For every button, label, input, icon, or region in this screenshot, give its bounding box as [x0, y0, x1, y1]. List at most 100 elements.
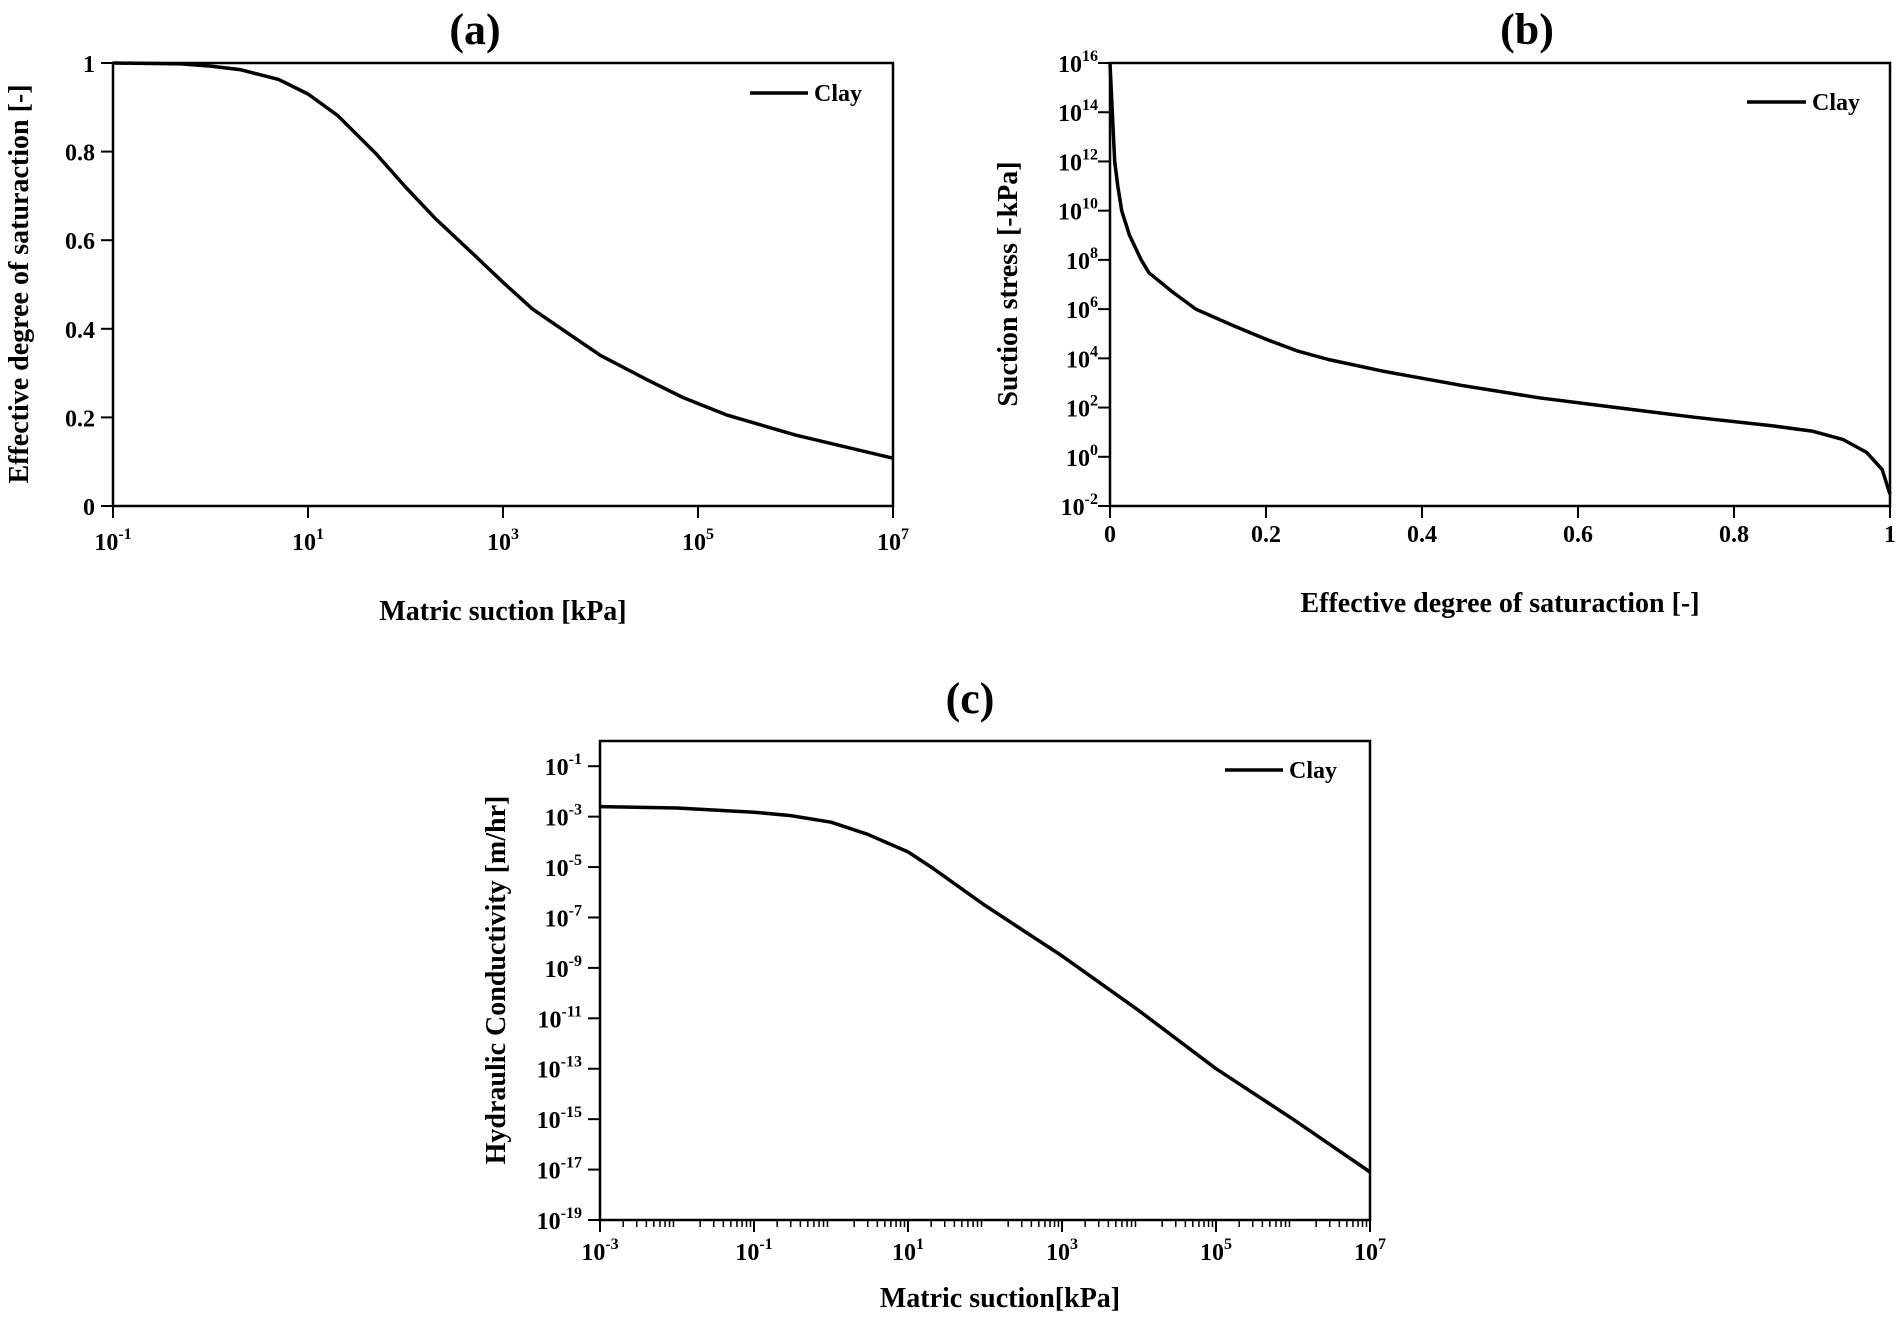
- x-tick-label-base: 10: [682, 530, 706, 556]
- y-tick-label-exponent: -9: [569, 953, 582, 970]
- y-tick-label: 10-2: [1061, 491, 1098, 521]
- chart-panel-b: (b)0 0.2 0.4 0.6 0.8 110-21001021041061081010…: [993, 5, 1896, 619]
- y-tick-label-exponent: 10: [1082, 196, 1098, 213]
- y-tick-label-base: 10: [537, 1058, 561, 1084]
- y-tick-label-base: 10: [538, 1007, 562, 1033]
- y-tick-label-exponent: 16: [1082, 48, 1098, 65]
- y-tick-label: 0: [83, 495, 95, 521]
- y-tick-label: 1016: [1058, 48, 1098, 78]
- x-tick-label: 1: [1884, 522, 1896, 548]
- x-tick-label: 101: [292, 526, 324, 556]
- x-tick-label: 107: [1354, 1236, 1386, 1266]
- legend: Clay: [1225, 758, 1337, 784]
- y-tick-label-base: 10: [1066, 298, 1090, 324]
- x-tick-label-base: 10: [1046, 1240, 1070, 1266]
- x-tick-label: 107: [877, 526, 909, 556]
- y-tick-label: 10-19: [537, 1205, 582, 1235]
- y-tick-label-base: 10: [1058, 101, 1082, 127]
- x-tick-label-base: 10: [1354, 1240, 1378, 1266]
- y-tick-label-exponent: 0: [1090, 442, 1098, 459]
- series-line-clay: [112, 61, 894, 460]
- legend-label: Clay: [1289, 758, 1337, 784]
- x-tick-label-exponent: 5: [1224, 1236, 1232, 1253]
- x-tick-label-exponent: 3: [511, 526, 519, 543]
- y-tick-label-exponent: 14: [1082, 97, 1098, 114]
- y-tick-label-exponent: 12: [1082, 146, 1098, 163]
- y-tick-label: 10-5: [545, 852, 582, 882]
- x-tick-label: 10-1: [94, 526, 131, 556]
- y-tick-label-exponent: 8: [1090, 245, 1098, 262]
- y-tick-label-base: 10: [537, 1108, 561, 1134]
- y-tick-label: 0.4: [65, 318, 95, 344]
- y-tick-label-base: 10: [545, 957, 569, 983]
- y-tick-label-exponent: 4: [1090, 343, 1098, 360]
- plot-frame: [1108, 61, 1892, 508]
- x-tick-label: 10-1: [735, 1236, 772, 1266]
- plot-frame: [598, 739, 1372, 1222]
- x-tick-label: 10-3: [581, 1236, 618, 1266]
- y-tick-label: 0.8: [65, 141, 95, 167]
- y-tick-label: 10-15: [537, 1104, 582, 1134]
- series-line-clay: [1108, 62, 1892, 495]
- x-tick-label-exponent: -1: [118, 526, 131, 543]
- y-tick-label-exponent: -3: [569, 802, 582, 819]
- y-tick-label-base: 10: [1061, 495, 1085, 521]
- y-tick-label-exponent: -13: [561, 1054, 582, 1071]
- y-tick-label: 102: [1066, 393, 1098, 423]
- x-tick-label-exponent: 7: [901, 526, 909, 543]
- y-axis-title: Effective degree of saturaction [-]: [4, 84, 35, 483]
- y-tick-label-base: 10: [1066, 249, 1090, 275]
- x-tick-label: 103: [1046, 1236, 1078, 1266]
- y-tick-label-exponent: -1: [569, 751, 582, 768]
- y-axis-title: Hydraulic Conductivity [m/hr]: [481, 796, 512, 1165]
- y-tick-label: 106: [1066, 294, 1098, 324]
- x-tick-label: 0.8: [1719, 522, 1749, 548]
- x-tick-label-exponent: 5: [706, 526, 714, 543]
- x-tick-label-base: 10: [735, 1240, 759, 1266]
- y-tick-label: 108: [1066, 245, 1098, 275]
- y-tick-label-exponent: -2: [1085, 491, 1098, 508]
- x-tick-label: 103: [487, 526, 519, 556]
- x-tick-label-base: 10: [581, 1240, 605, 1266]
- x-tick-label-exponent: 1: [316, 526, 324, 543]
- y-tick-label-base: 10: [537, 1159, 561, 1185]
- y-tick-label: 104: [1066, 343, 1098, 373]
- legend-label: Clay: [1812, 90, 1860, 116]
- panel-label: (c): [946, 674, 995, 723]
- y-axis-title: Suction stress [-kPa]: [993, 161, 1024, 406]
- x-tick-label: 105: [682, 526, 714, 556]
- y-tick-label: 10-11: [538, 1003, 582, 1033]
- y-tick-label: 1014: [1058, 97, 1098, 127]
- y-tick-label-exponent: 2: [1090, 393, 1098, 410]
- y-tick-label-base: 10: [1066, 397, 1090, 423]
- series-line-clay: [599, 804, 1371, 1174]
- y-tick-label: 100: [1066, 442, 1098, 472]
- x-tick-label-base: 10: [877, 530, 901, 556]
- y-tick-label-base: 10: [1058, 52, 1082, 78]
- x-tick-label-exponent: 3: [1070, 1236, 1078, 1253]
- x-axis-title: Effective degree of saturaction [-]: [1300, 588, 1699, 619]
- y-tick-label-exponent: -15: [561, 1104, 582, 1121]
- y-tick-label: 1012: [1058, 146, 1098, 176]
- x-tick-label-exponent: -1: [759, 1236, 772, 1253]
- x-tick-label-exponent: 7: [1378, 1236, 1386, 1253]
- x-tick-label: 0.4: [1407, 522, 1437, 548]
- y-tick-label: 10-3: [545, 802, 582, 832]
- x-tick-label-exponent: 1: [916, 1236, 924, 1253]
- y-tick-label-base: 10: [545, 806, 569, 832]
- x-tick-label-base: 10: [292, 530, 316, 556]
- y-tick-label: 10-13: [537, 1054, 582, 1084]
- x-tick-label-base: 10: [94, 530, 118, 556]
- chart-panel-c: (c)10-3 10-1 101 103 105 10710-1910-1710-1510…: [481, 674, 1386, 1314]
- y-tick-label-exponent: -11: [562, 1003, 582, 1020]
- x-tick-label-base: 10: [1200, 1240, 1224, 1266]
- y-tick-label: 10-7: [545, 902, 582, 932]
- x-tick-label: 0.2: [1251, 522, 1281, 548]
- y-tick-label-exponent: -7: [569, 902, 582, 919]
- y-tick-label: 10-9: [545, 953, 582, 983]
- y-tick-label-base: 10: [545, 906, 569, 932]
- y-tick-label-base: 10: [537, 1209, 561, 1235]
- legend: Clay: [750, 81, 862, 107]
- y-tick-label-base: 10: [1058, 150, 1082, 176]
